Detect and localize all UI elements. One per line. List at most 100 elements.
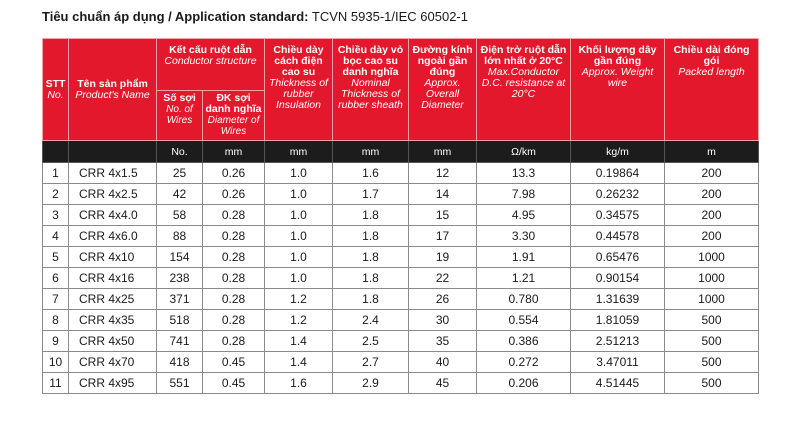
product-name-cell: CRR 4x10	[68, 246, 157, 268]
insulation-thickness-cell: 1.0	[264, 204, 333, 226]
packed-length-cell: 200	[664, 162, 759, 184]
wire-count-cell: 741	[156, 330, 203, 352]
row-number-cell: 7	[42, 288, 69, 310]
conductor-resistance-cell: 1.21	[476, 267, 571, 289]
header-conductor-resistance: Điện trở ruột dẫn lớn nhất ở 20°C Max.Co…	[476, 38, 571, 141]
overall-diameter-cell: 40	[408, 351, 477, 373]
unit-cell-empty	[42, 140, 69, 163]
row-number-cell: 1	[42, 162, 69, 184]
conductor-resistance-cell: 13.3	[476, 162, 571, 184]
weight-cell: 0.90154	[570, 267, 665, 289]
packed-length-cell: 500	[664, 330, 759, 352]
sheath-thickness-cell: 1.6	[332, 162, 409, 184]
wire-count-cell: 371	[156, 288, 203, 310]
insulation-thickness-cell: 1.4	[264, 351, 333, 373]
conductor-resistance-cell: 1.91	[476, 246, 571, 268]
wire-count-cell: 42	[156, 183, 203, 205]
weight-cell: 0.19864	[570, 162, 665, 184]
conductor-resistance-cell: 7.98	[476, 183, 571, 205]
standard-label: Tiêu chuẩn áp dụng / Application standar…	[42, 9, 309, 24]
wire-diameter-cell: 0.28	[202, 246, 265, 268]
overall-diameter-cell: 30	[408, 309, 477, 331]
unit-cell: m	[664, 140, 759, 163]
conductor-resistance-cell: 4.95	[476, 204, 571, 226]
unit-cell: mm	[202, 140, 265, 163]
units-row: No. mm mm mm mm Ω/km kg/m m	[42, 140, 759, 163]
wire-diameter-cell: 0.28	[202, 204, 265, 226]
sheath-thickness-cell: 1.7	[332, 183, 409, 205]
table-row: 3 CRR 4x4.0 58 0.28 1.0 1.8 15 4.95 0.34575 200	[42, 204, 759, 226]
unit-cell-empty	[68, 140, 157, 163]
packed-length-cell: 500	[664, 351, 759, 373]
conductor-resistance-cell: 0.780	[476, 288, 571, 310]
row-number-cell: 5	[42, 246, 69, 268]
sheath-thickness-cell: 2.7	[332, 351, 409, 373]
wire-diameter-cell: 0.28	[202, 288, 265, 310]
product-name-cell: CRR 4x1.5	[68, 162, 157, 184]
wire-diameter-cell: 0.28	[202, 267, 265, 289]
insulation-thickness-cell: 1.4	[264, 330, 333, 352]
weight-cell: 0.65476	[570, 246, 665, 268]
header-product-name: Tên sản phẩm Product's Name	[68, 38, 157, 141]
row-number-cell: 6	[42, 267, 69, 289]
standard-value: TCVN 5935-1/IEC 60502-1	[311, 9, 468, 24]
weight-cell: 2.51213	[570, 330, 665, 352]
product-name-cell: CRR 4x16	[68, 267, 157, 289]
wire-count-cell: 518	[156, 309, 203, 331]
conductor-resistance-cell: 3.30	[476, 225, 571, 247]
weight-cell: 3.47011	[570, 351, 665, 373]
wire-diameter-cell: 0.26	[202, 162, 265, 184]
table-row: 4 CRR 4x6.0 88 0.28 1.0 1.8 17 3.30 0.44578 200	[42, 225, 759, 247]
product-name-cell: CRR 4x70	[68, 351, 157, 373]
table-row: 8 CRR 4x35 518 0.28 1.2 2.4 30 0.554 1.81059 500	[42, 309, 759, 331]
table-row: 6 CRR 4x16 238 0.28 1.0 1.8 22 1.21 0.90154 1000	[42, 267, 759, 289]
weight-cell: 0.44578	[570, 225, 665, 247]
conductor-resistance-cell: 0.386	[476, 330, 571, 352]
wire-diameter-cell: 0.45	[202, 372, 265, 394]
wire-count-cell: 551	[156, 372, 203, 394]
header-overall-diameter: Đường kính ngoài gần đúng Approx. Overal…	[408, 38, 477, 141]
row-number-cell: 8	[42, 309, 69, 331]
packed-length-cell: 1000	[664, 288, 759, 310]
row-number-cell: 10	[42, 351, 69, 373]
header-packed-length: Chiều dài đóng gói Packed length	[664, 38, 759, 141]
row-number-cell: 2	[42, 183, 69, 205]
table-row: 1 CRR 4x1.5 25 0.26 1.0 1.6 12 13.3 0.19864 200	[42, 162, 759, 184]
packed-length-cell: 500	[664, 309, 759, 331]
wire-count-cell: 238	[156, 267, 203, 289]
overall-diameter-cell: 26	[408, 288, 477, 310]
row-number-cell: 4	[42, 225, 69, 247]
product-name-cell: CRR 4x4.0	[68, 204, 157, 226]
weight-cell: 4.51445	[570, 372, 665, 394]
overall-diameter-cell: 19	[408, 246, 477, 268]
product-name-cell: CRR 4x2.5	[68, 183, 157, 205]
table-row: 2 CRR 4x2.5 42 0.26 1.0 1.7 14 7.98 0.26232 200	[42, 183, 759, 205]
packed-length-cell: 1000	[664, 267, 759, 289]
unit-cell: mm	[408, 140, 477, 163]
packed-length-cell: 1000	[664, 246, 759, 268]
table-row: 10 CRR 4x70 418 0.45 1.4 2.7 40 0.272 3.47011 500	[42, 351, 759, 373]
wire-diameter-cell: 0.45	[202, 351, 265, 373]
sheath-thickness-cell: 1.8	[332, 267, 409, 289]
header-number-of-wires: Số sợi No. of Wires	[156, 90, 203, 141]
application-standard: Tiêu chuẩn áp dụng / Application standar…	[42, 9, 468, 24]
table-row: 9 CRR 4x50 741 0.28 1.4 2.5 35 0.386 2.51213 500	[42, 330, 759, 352]
table-row: 5 CRR 4x10 154 0.28 1.0 1.8 19 1.91 0.65476 1000	[42, 246, 759, 268]
conductor-resistance-cell: 0.206	[476, 372, 571, 394]
overall-diameter-cell: 12	[408, 162, 477, 184]
weight-cell: 1.81059	[570, 309, 665, 331]
insulation-thickness-cell: 1.0	[264, 267, 333, 289]
unit-cell: mm	[332, 140, 409, 163]
weight-cell: 0.34575	[570, 204, 665, 226]
overall-diameter-cell: 45	[408, 372, 477, 394]
wire-diameter-cell: 0.28	[202, 225, 265, 247]
row-number-cell: 11	[42, 372, 69, 394]
wire-count-cell: 88	[156, 225, 203, 247]
insulation-thickness-cell: 1.0	[264, 246, 333, 268]
wire-diameter-cell: 0.26	[202, 183, 265, 205]
unit-cell: kg/m	[570, 140, 665, 163]
packed-length-cell: 200	[664, 225, 759, 247]
header-weight: Khối lượng dây gần đúng Approx. Weight w…	[570, 38, 665, 141]
packed-length-cell: 500	[664, 372, 759, 394]
sheath-thickness-cell: 1.8	[332, 204, 409, 226]
